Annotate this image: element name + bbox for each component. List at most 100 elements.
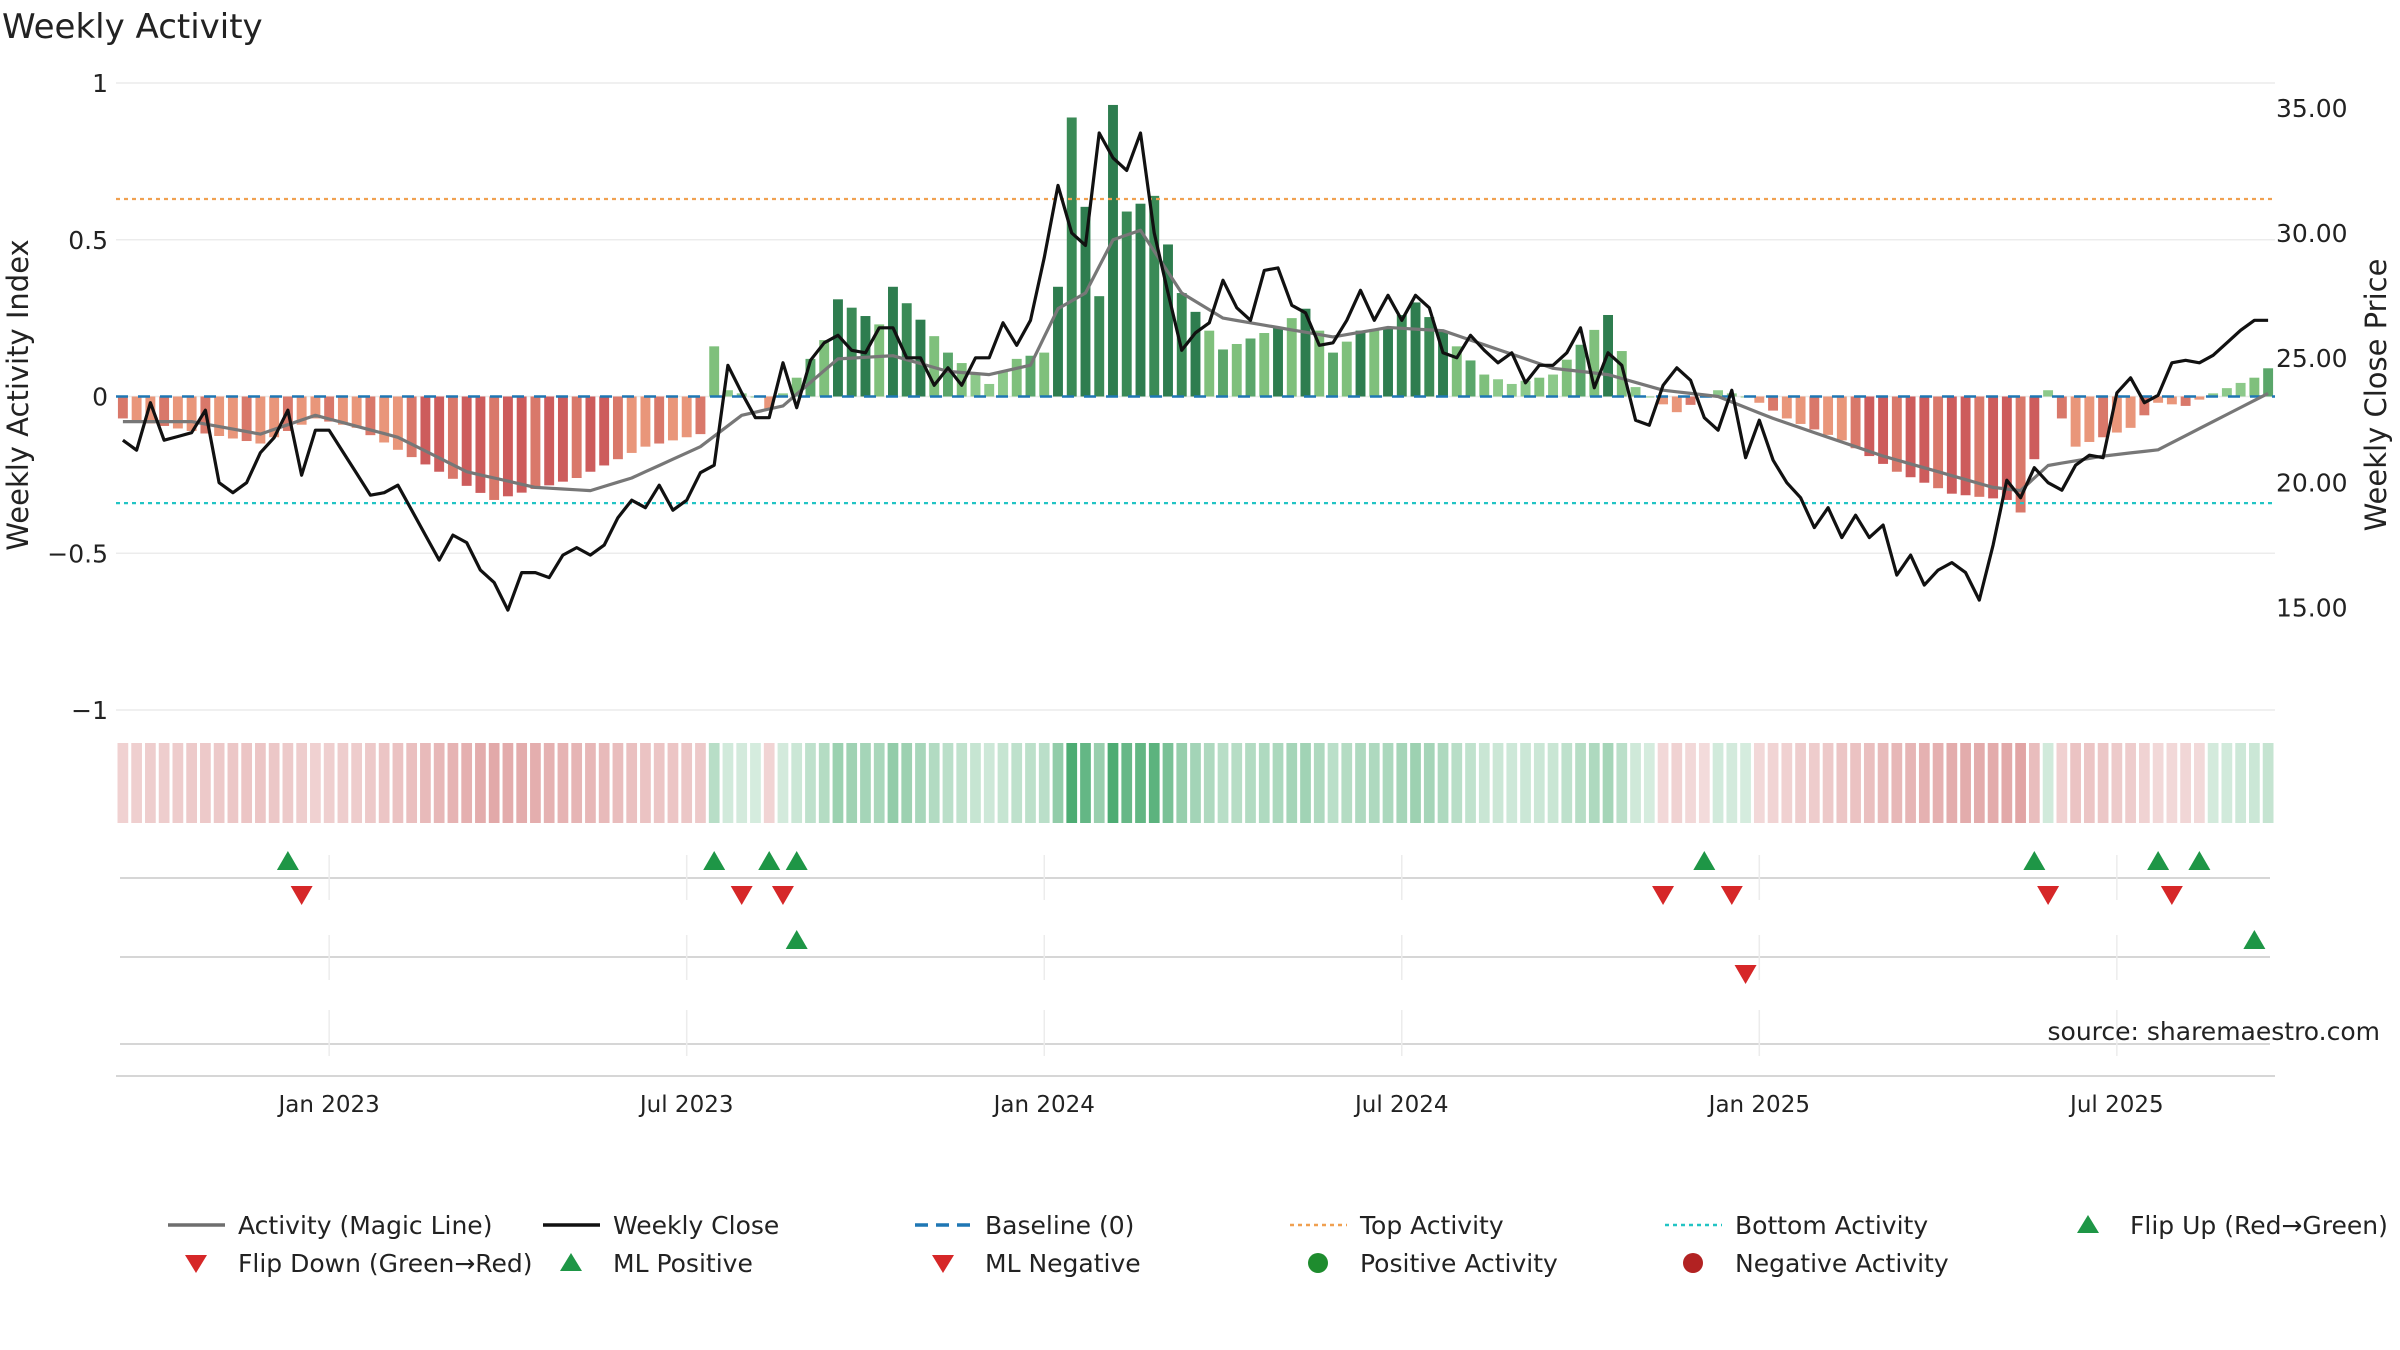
activity-bar (1671, 396, 1682, 413)
heat-cell (268, 743, 280, 823)
heat-cell (1918, 743, 1930, 823)
heat-cell (2152, 743, 2164, 823)
heat-cell (1698, 743, 1710, 823)
activity-bar (2194, 396, 2205, 400)
heat-cell (2235, 743, 2246, 823)
activity-bar (1506, 383, 1517, 397)
activity-bar (1438, 331, 1448, 397)
legend-item: Top Activity (1290, 1211, 1504, 1240)
activity-bar (819, 340, 830, 397)
heat-cell (2125, 743, 2136, 823)
activity-bar (1314, 330, 1325, 397)
activity-bar (145, 396, 156, 424)
legend-triangle-up-icon (560, 1253, 582, 1271)
flip-up-marker (1693, 851, 1716, 870)
activity-bar (599, 396, 610, 466)
signal-lanes (116, 855, 2275, 1077)
activity-bar (681, 396, 692, 438)
activity-bar (1218, 349, 1228, 397)
heat-cell (1135, 743, 1146, 823)
activity-bar (1369, 329, 1380, 397)
activity-bar (764, 396, 775, 410)
activity-bar (1259, 333, 1270, 397)
activity-bar (2208, 393, 2219, 397)
legend-label: Weekly Close (613, 1211, 779, 1240)
heat-cell (640, 743, 651, 823)
activity-bar (1616, 351, 1627, 397)
x-tick-label: Jan 2025 (1707, 1092, 1810, 1118)
activity-bar (1410, 302, 1421, 397)
heat-cell (227, 743, 239, 823)
heat-cell (860, 743, 871, 823)
activity-bar (1080, 206, 1091, 397)
activity-bar (2029, 396, 2040, 460)
activity-bar (874, 324, 885, 397)
flip-down-marker (730, 886, 753, 905)
activity-bar (1919, 396, 1930, 483)
activity-bar (557, 396, 568, 482)
heat-cell (2097, 743, 2109, 823)
legend-label: ML Positive (613, 1249, 753, 1278)
heat-cell (392, 743, 404, 823)
heat-cell (571, 743, 583, 823)
activity-bar (379, 396, 390, 443)
heat-cell (2262, 743, 2274, 823)
heat-cell (997, 743, 1009, 823)
heat-cell (1657, 743, 1669, 823)
heat-cell (282, 743, 294, 823)
heat-cell (172, 743, 184, 823)
heat-cell (1740, 743, 1751, 823)
x-tick-label: Jan 2024 (992, 1092, 1095, 1118)
activity-bar (1933, 396, 1944, 489)
y-right-tick-label: 15.00 (2276, 594, 2348, 623)
legend-label: Positive Activity (1360, 1249, 1558, 1278)
heat-cell (2194, 743, 2205, 823)
heat-cell (213, 743, 225, 823)
heat-cell (241, 743, 253, 823)
heat-cell (2070, 743, 2081, 823)
legend-item: Baseline (0) (915, 1211, 1134, 1240)
activity-bar (846, 307, 857, 397)
heat-cell (1231, 743, 1243, 823)
heat-cell (461, 743, 473, 823)
legend-label: Bottom Activity (1735, 1211, 1928, 1240)
heat-cell (1863, 743, 1875, 823)
activity-bar (2084, 396, 2095, 442)
heat-cell (1905, 743, 1916, 823)
legend-label: Flip Up (Red→Green) (2130, 1211, 2388, 1240)
heat-cell (598, 743, 610, 823)
activity-bar (1121, 211, 1132, 397)
heat-cell (2249, 743, 2260, 823)
activity-bar (269, 396, 280, 438)
signal-markers (276, 851, 2266, 984)
heat-cell (1753, 743, 1765, 823)
heat-cell (1300, 743, 1311, 823)
heat-cell (2042, 743, 2054, 823)
heat-cell (1932, 743, 1944, 823)
heat-cell (2028, 743, 2040, 823)
activity-bar (571, 396, 582, 479)
activity-bar (805, 358, 816, 397)
activity-bar (489, 396, 500, 500)
activity-bar (1946, 396, 1957, 494)
activity-bar (1548, 374, 1558, 397)
activity-bar (2043, 390, 2054, 397)
activity-bar (2221, 388, 2232, 397)
heat-cell (1781, 743, 1793, 823)
activity-bar (310, 396, 321, 419)
heat-cell (750, 743, 761, 823)
heat-cell (1011, 743, 1023, 823)
activity-bar (351, 396, 362, 428)
heat-cell (1987, 743, 1999, 823)
activity-bar (695, 396, 706, 435)
y-left-tick-label: 0.5 (68, 226, 108, 255)
activity-bar (1383, 327, 1393, 397)
heat-cell (1451, 743, 1463, 823)
heat-cell (1960, 743, 1971, 823)
activity-bar (1493, 379, 1503, 397)
heat-cell (1492, 743, 1504, 823)
flip-up-marker (276, 851, 299, 870)
heat-cell (1286, 743, 1298, 823)
heat-cell (887, 743, 899, 823)
